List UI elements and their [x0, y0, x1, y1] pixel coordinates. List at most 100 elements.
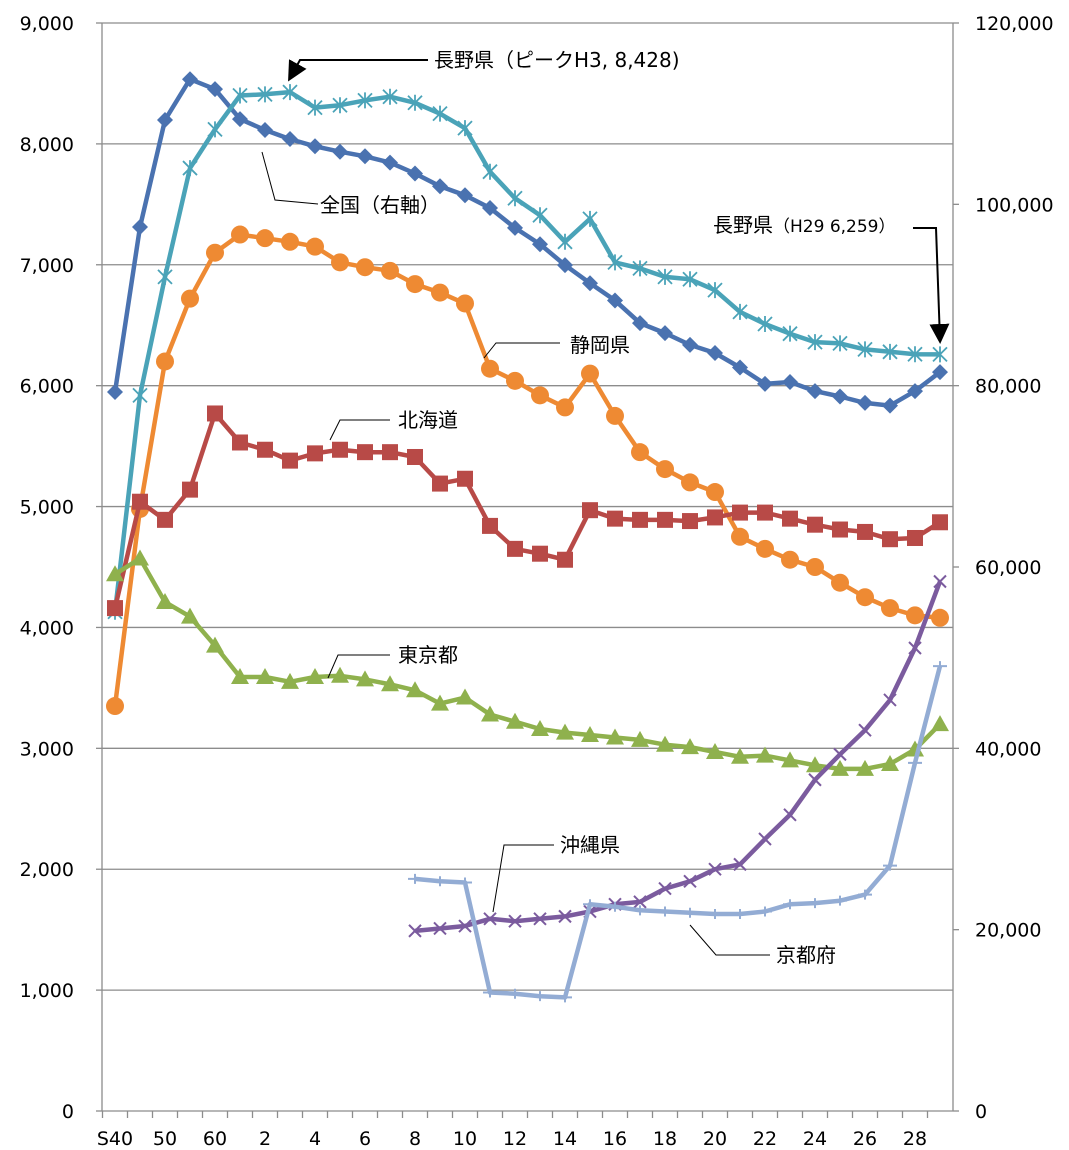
zenkoku-leader [261, 151, 319, 205]
plus-marker [533, 991, 547, 1002]
star-marker [407, 94, 423, 111]
square-marker [657, 511, 673, 528]
circle-marker [506, 371, 524, 390]
circle-marker [331, 253, 349, 272]
triangle-marker [131, 549, 149, 566]
nagano-peak-label: 長野県（ピークH3, 8,428) [434, 48, 680, 72]
circle-marker [831, 573, 849, 592]
hokkaido-leader [329, 419, 390, 441]
series-2 [106, 225, 949, 716]
x-tick-label: S40 [97, 1128, 133, 1150]
plus-marker [933, 661, 947, 672]
triangle-marker [556, 723, 574, 740]
star-marker [357, 92, 373, 109]
circle-marker [581, 364, 599, 383]
series-layer [106, 71, 949, 1003]
star-marker [457, 120, 473, 137]
square-marker [257, 441, 273, 458]
plus-marker [558, 992, 572, 1003]
x-tick-label: 10 [453, 1128, 477, 1150]
triangle-marker [406, 681, 424, 698]
right-tick-label: 80,000 [975, 376, 1041, 398]
circle-marker [156, 352, 174, 371]
square-marker [482, 517, 498, 534]
x-marker [733, 857, 747, 872]
x-tick-label: 24 [803, 1128, 827, 1150]
star-marker [757, 316, 773, 333]
circle-marker [406, 275, 424, 294]
x-marker [483, 912, 497, 926]
hokkaido-label: 北海道 [398, 408, 458, 432]
circle-marker [931, 608, 949, 627]
x-tick-label: 16 [603, 1128, 627, 1150]
nagano-h29-label: 長野県（H29 6,259） [713, 213, 896, 237]
star-marker [607, 254, 623, 271]
x-marker [508, 914, 522, 928]
plus-marker [833, 895, 847, 906]
x-tick-label: 26 [853, 1128, 877, 1150]
x-marker [808, 773, 822, 787]
left-tick-label: 2,000 [20, 859, 74, 881]
plus-marker [608, 901, 622, 912]
triangle-marker [506, 712, 524, 729]
x-tick-label: 4 [309, 1128, 321, 1150]
x-marker [633, 895, 647, 909]
right-tick-label: 60,000 [975, 557, 1041, 579]
star-marker [157, 268, 173, 285]
x-axis-ticks: S40 50 60 2 4 6 8 10 12 14 16 18 20 22 24 26 28 [97, 1111, 929, 1150]
circle-marker [856, 588, 874, 607]
x-tick-label: 28 [903, 1128, 927, 1150]
triangle-marker [881, 755, 899, 772]
x-tick-label: 6 [359, 1128, 371, 1150]
diamond-marker [532, 236, 548, 253]
circle-marker [756, 539, 774, 558]
series-4 [106, 549, 949, 776]
right-tick-label: 120,000 [975, 13, 1054, 35]
diamond-marker [907, 383, 923, 400]
diamond-marker [557, 257, 573, 274]
plus-marker [808, 898, 822, 909]
left-tick-label: 3,000 [20, 738, 74, 760]
x-tick-label: 8 [409, 1128, 421, 1150]
circle-marker [531, 386, 549, 405]
left-tick-label: 8,000 [20, 134, 74, 156]
diamond-marker [582, 275, 598, 292]
circle-marker [206, 243, 224, 262]
x-marker [683, 874, 697, 889]
diamond-marker [682, 336, 698, 353]
triangle-marker [456, 688, 474, 705]
circle-marker [806, 558, 824, 576]
star-marker [832, 335, 848, 352]
triangle-marker [706, 742, 724, 759]
star-marker [882, 343, 898, 360]
triangle-marker [381, 675, 399, 692]
square-marker [382, 444, 398, 461]
circle-marker [281, 232, 299, 251]
star-marker [482, 163, 498, 180]
triangle-marker [581, 726, 599, 743]
series-0 [107, 71, 948, 414]
plus-marker [733, 908, 747, 919]
diamond-marker [157, 112, 173, 129]
square-marker [107, 600, 123, 617]
star-marker [782, 325, 798, 342]
circle-marker [181, 289, 199, 308]
square-marker [332, 441, 348, 458]
plus-marker [583, 899, 597, 910]
square-marker [207, 405, 223, 422]
tokyo-leader [327, 654, 390, 679]
nagano-h29-detail: （H29 6,259） [773, 217, 896, 237]
plus-marker [458, 877, 472, 888]
triangle-marker [781, 751, 799, 768]
left-tick-label: 7,000 [20, 255, 74, 277]
x-marker [933, 574, 947, 589]
shizuoka-label: 静岡県 [570, 333, 630, 357]
square-marker [557, 551, 573, 568]
tokyo-label: 東京都 [398, 643, 458, 667]
triangle-marker [231, 668, 249, 685]
series-line [112, 411, 942, 609]
diamond-marker [857, 394, 873, 411]
annotations: 長野県（ピークH3, 8,428) 全国（右軸） 長野県（H29 6,259） … [261, 48, 950, 967]
diamond-marker [332, 143, 348, 160]
